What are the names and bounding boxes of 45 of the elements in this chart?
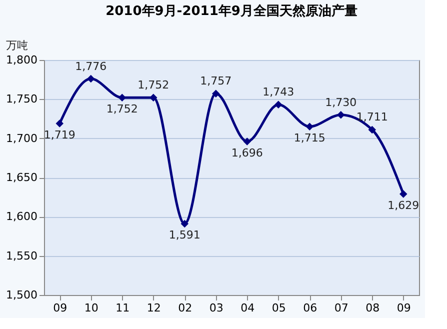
x-tick-label: 04 <box>240 302 255 314</box>
y-axis-title: 万吨 <box>6 39 28 52</box>
data-label: 1,591 <box>168 228 200 242</box>
x-tick-label: 09 <box>53 302 68 314</box>
point <box>56 120 64 128</box>
data-label: 1,696 <box>231 146 263 160</box>
x-tick-label: 12 <box>146 302 161 314</box>
y-tick-label: 1,800 <box>6 54 38 66</box>
x-tick-label: 02 <box>178 302 192 314</box>
point <box>150 94 158 102</box>
y-tick-label: 1,700 <box>6 132 38 145</box>
point <box>306 122 314 130</box>
point <box>118 94 126 102</box>
point <box>180 220 188 228</box>
x-tick-label: 10 <box>84 302 98 314</box>
y-tick-label: 1,550 <box>6 249 38 262</box>
point <box>212 90 220 98</box>
point <box>274 100 282 109</box>
chart-title: 2010年9月-2011年9月全国天然原油产量 <box>106 3 358 19</box>
data-label: 1,715 <box>294 132 326 145</box>
data-label: 1,776 <box>75 60 107 73</box>
y-tick-label: 1,650 <box>6 171 38 184</box>
data-label: 1,752 <box>106 102 138 116</box>
x-tick-label: 09 <box>396 302 411 314</box>
point <box>87 74 95 83</box>
point <box>368 126 376 134</box>
point <box>337 110 345 119</box>
x-tick-label: 06 <box>303 302 318 314</box>
x-tick-label: 03 <box>209 302 224 314</box>
x-tick-label: 11 <box>116 302 130 314</box>
data-label: 1,711 <box>356 110 388 124</box>
point <box>243 138 251 146</box>
y-tick-label: 1,750 <box>6 92 38 106</box>
data-label: 1,629 <box>388 198 420 212</box>
data-label: 1,743 <box>262 86 294 99</box>
x-tick-label: 08 <box>366 302 380 314</box>
point <box>400 190 408 198</box>
x-tick-label: 07 <box>334 302 348 314</box>
data-label: 1,730 <box>325 96 357 109</box>
y-tick-label: 1,600 <box>6 210 38 224</box>
y-tick-label: 1,500 <box>6 288 38 302</box>
data-label: 1,752 <box>138 78 170 92</box>
x-tick-label: 05 <box>272 302 286 314</box>
data-label: 1,757 <box>200 74 232 88</box>
data-label: 1,719 <box>44 128 76 142</box>
